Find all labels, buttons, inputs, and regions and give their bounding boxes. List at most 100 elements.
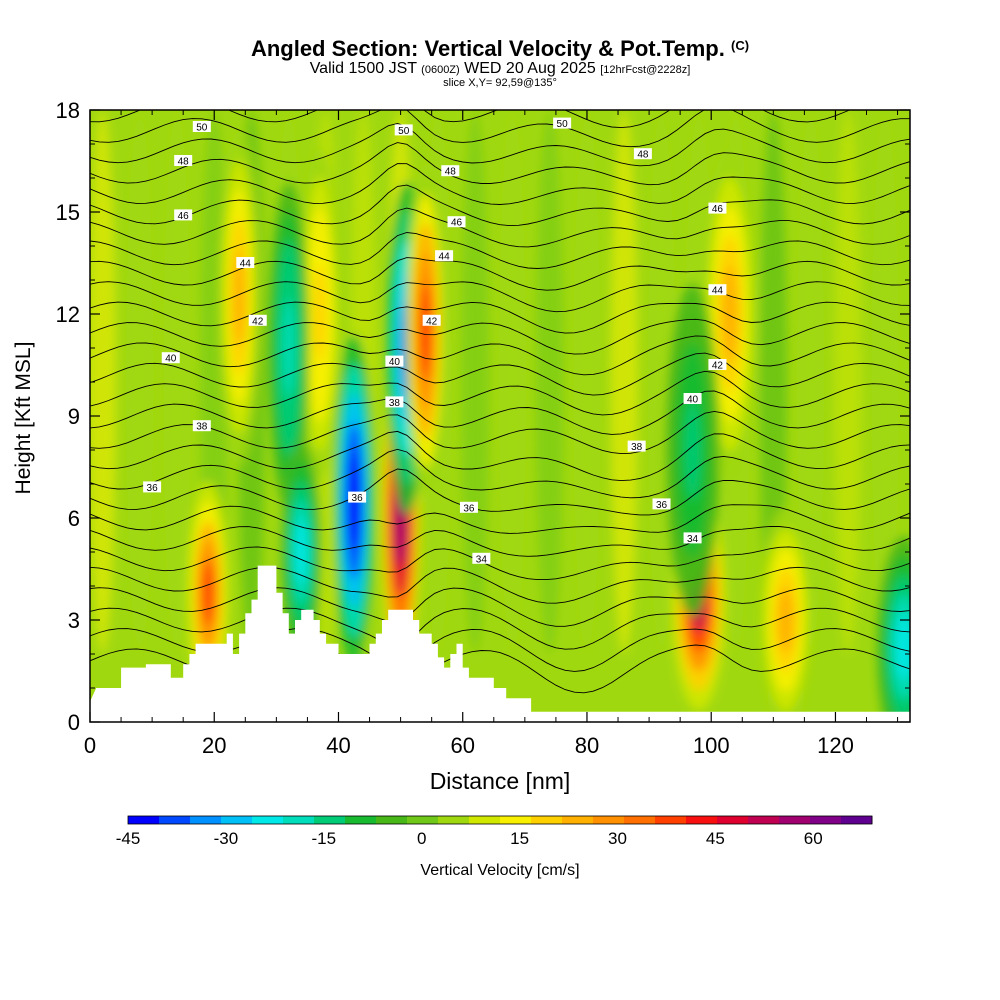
- x-tick-label: 60: [450, 733, 474, 758]
- contour-label: 48: [441, 165, 460, 178]
- contour-label-text: 44: [712, 286, 724, 297]
- updraft-core: [313, 265, 326, 363]
- isentrope-line: [90, 546, 910, 581]
- field-band: [536, 110, 564, 654]
- contour-label-text: 36: [463, 503, 475, 514]
- colorbar-swatch: [624, 816, 656, 824]
- colorbar-swatch: [779, 816, 811, 824]
- contour-label-text: 34: [687, 534, 699, 545]
- contour-label-bg: [683, 532, 702, 544]
- contour-label-bg: [174, 209, 193, 221]
- contour-label: 34: [472, 552, 491, 565]
- colorbar-swatch: [593, 816, 625, 824]
- downdraft-core: [295, 519, 308, 585]
- colorbar-swatch: [717, 816, 749, 824]
- isentrope-line: [90, 352, 910, 396]
- isentrope-line: [90, 281, 910, 313]
- field-band: [498, 110, 527, 654]
- updraft-core: [777, 587, 794, 653]
- field-band: [573, 110, 601, 654]
- x-tick-label: 0: [84, 733, 96, 758]
- colorbar-swatch: [252, 816, 284, 824]
- contour-label: 44: [236, 257, 255, 270]
- contour-label-bg: [652, 498, 671, 510]
- y-tick-label: 6: [68, 506, 80, 531]
- colorbar-swatch: [345, 816, 377, 824]
- contour-label-bg: [394, 124, 413, 136]
- contour-label-bg: [441, 165, 460, 177]
- contour-label-text: 50: [398, 126, 410, 137]
- isentrope-line: [90, 607, 910, 650]
- y-tick-label: 3: [68, 608, 80, 633]
- contour-label: 40: [385, 355, 404, 368]
- contour-label-bg: [161, 352, 180, 364]
- chart-subtitle: Valid 1500 JST (0600Z) WED 20 Aug 2025 […: [309, 60, 691, 77]
- contour-labels: 50 50 50 48 48 48 46 46 46 44 44 44 42 42 42 40 40 40 38 38…: [143, 117, 727, 565]
- contour-label: 36: [459, 501, 478, 514]
- colorbar-swatch: [500, 816, 532, 824]
- contour-label-bg: [385, 396, 404, 408]
- contour-label-text: 38: [631, 442, 643, 453]
- y-tick-label: 9: [68, 404, 80, 429]
- contour-label-text: 46: [178, 211, 190, 222]
- downdraft-core: [282, 299, 295, 397]
- isentrope-line: [90, 448, 910, 499]
- contour-label-text: 50: [196, 123, 208, 134]
- colorbar: -45 -30 -15 0 15 30 45 60: [116, 815, 873, 848]
- contour-label-bg: [708, 359, 727, 370]
- contour-label-bg: [447, 216, 466, 228]
- colorbar-tick-label: 60: [804, 829, 823, 848]
- contour-label-bg: [348, 491, 367, 503]
- updraft-core: [202, 560, 214, 626]
- contour-label: 38: [385, 396, 404, 409]
- contour-label-bg: [627, 440, 646, 452]
- slice-info: slice X,Y= 92,59@135°: [443, 77, 557, 89]
- contour-label-text: 36: [147, 483, 159, 494]
- colorbar-swatch: [128, 816, 160, 824]
- isentrope-line: [90, 318, 910, 355]
- isentrope-line: [90, 123, 910, 167]
- y-tick-label: 18: [56, 98, 80, 123]
- contour-label-bg: [708, 284, 727, 296]
- isentrope-line: [90, 566, 910, 604]
- contour-label: 50: [394, 124, 413, 137]
- isentrope-line: [90, 184, 910, 227]
- contour-label-text: 44: [240, 259, 252, 270]
- contour-label: 40: [683, 393, 702, 406]
- isentrope-line: [90, 163, 910, 205]
- contour-label-bg: [143, 481, 162, 493]
- colorbar-swatch: [841, 816, 873, 824]
- contour-label-text: 46: [451, 218, 463, 229]
- x-tick-label: 20: [202, 733, 226, 758]
- contour-label: 42: [248, 314, 267, 327]
- contour-label-text: 34: [476, 554, 488, 565]
- isentrope-line: [90, 142, 910, 186]
- contour-label: 46: [174, 209, 193, 222]
- contour-label-bg: [683, 393, 702, 404]
- isentrope-line: [90, 110, 910, 148]
- contour-label: 48: [174, 155, 193, 168]
- isentrope-line: [90, 468, 910, 516]
- colorbar-tick-label: -30: [214, 829, 239, 848]
- chart-title: Angled Section: Vertical Velocity & Pot.…: [250, 36, 750, 61]
- isentrope-line: [90, 504, 910, 534]
- contour-label-text: 40: [687, 395, 699, 406]
- contour-label: 46: [447, 216, 466, 229]
- contour-label: 34: [683, 532, 702, 545]
- isentrope-line: [90, 370, 910, 416]
- isentrope-line: [90, 587, 910, 627]
- y-tick-label: 15: [56, 200, 80, 225]
- contour-label: 40: [161, 352, 180, 365]
- contour-label-bg: [385, 355, 404, 367]
- contour-label-bg: [192, 420, 211, 432]
- contour-label-bg: [708, 202, 727, 214]
- contour-label-bg: [459, 501, 478, 513]
- field-band: [610, 110, 638, 654]
- colorbar-swatch: [686, 816, 718, 824]
- contour-label-text: 42: [252, 316, 264, 327]
- contour-label-text: 40: [389, 357, 401, 368]
- contour-label-bg: [553, 117, 572, 129]
- colorbar-swatch: [159, 816, 191, 824]
- isentrope-line: [90, 301, 910, 334]
